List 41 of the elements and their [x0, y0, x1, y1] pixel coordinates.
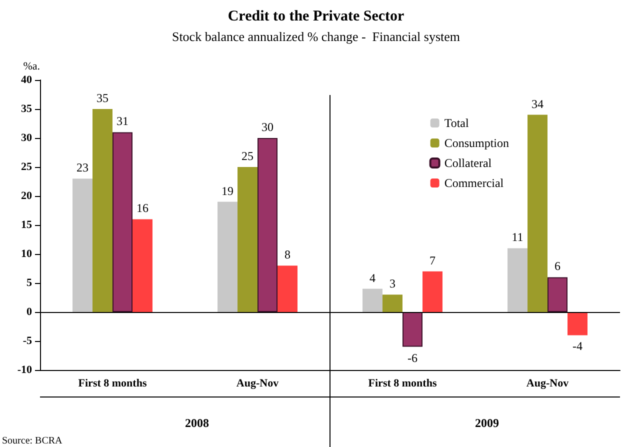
y-tick-label: 40 — [21, 74, 32, 86]
data-label: -6 — [408, 350, 418, 365]
data-label: 31 — [116, 114, 128, 128]
y-tick-label: 5 — [26, 277, 32, 289]
y-tick-label: 0 — [26, 306, 32, 318]
chart-subtitle: Stock balance annualized % change - Financial system — [172, 29, 460, 44]
x-tick-label: Aug-Nov — [236, 378, 280, 390]
legend-label: Commercial — [444, 176, 504, 190]
data-label: 11 — [512, 230, 524, 244]
legend-label: Consumption — [444, 136, 510, 150]
data-label: 35 — [96, 91, 108, 105]
data-label: -4 — [572, 339, 582, 354]
text: 2008 — [185, 416, 209, 430]
y-tick-label: 30 — [21, 132, 32, 144]
data-label: 30 — [262, 120, 274, 134]
data-label: 3 — [390, 276, 396, 291]
y-tick-label: 15 — [21, 219, 32, 231]
data-label: 25 — [242, 149, 254, 163]
data-label: 16 — [136, 201, 148, 216]
data-label: 8 — [284, 248, 290, 262]
x-tick-label: First 8 months — [368, 378, 438, 390]
y-tick-label: -5 — [22, 335, 32, 347]
y-tick-label: 25 — [21, 161, 32, 173]
source-note: Source: BCRA — [2, 436, 64, 446]
y-tick-label: 10 — [21, 248, 32, 260]
x-tick-label: First 8 months — [78, 378, 148, 390]
x-tick-label: Aug-Nov — [526, 378, 570, 390]
data-label: 19 — [222, 184, 234, 198]
legend-label: Total — [444, 116, 470, 130]
data-label: 34 — [532, 96, 544, 111]
y-axis-title: %a. — [23, 60, 40, 72]
y-tick-label: 35 — [21, 103, 32, 115]
legend-label: Collateral — [444, 156, 492, 170]
data-label: 4 — [370, 270, 376, 285]
y-tick-label: -10 — [17, 364, 32, 376]
y-tick-label: 20 — [21, 190, 32, 202]
data-label: 23 — [76, 160, 88, 175]
data-label: 6 — [554, 259, 560, 274]
text: 2009 — [475, 416, 499, 430]
chart-title: Credit to the Private Sector — [228, 8, 404, 24]
data-label: 7 — [430, 253, 436, 268]
